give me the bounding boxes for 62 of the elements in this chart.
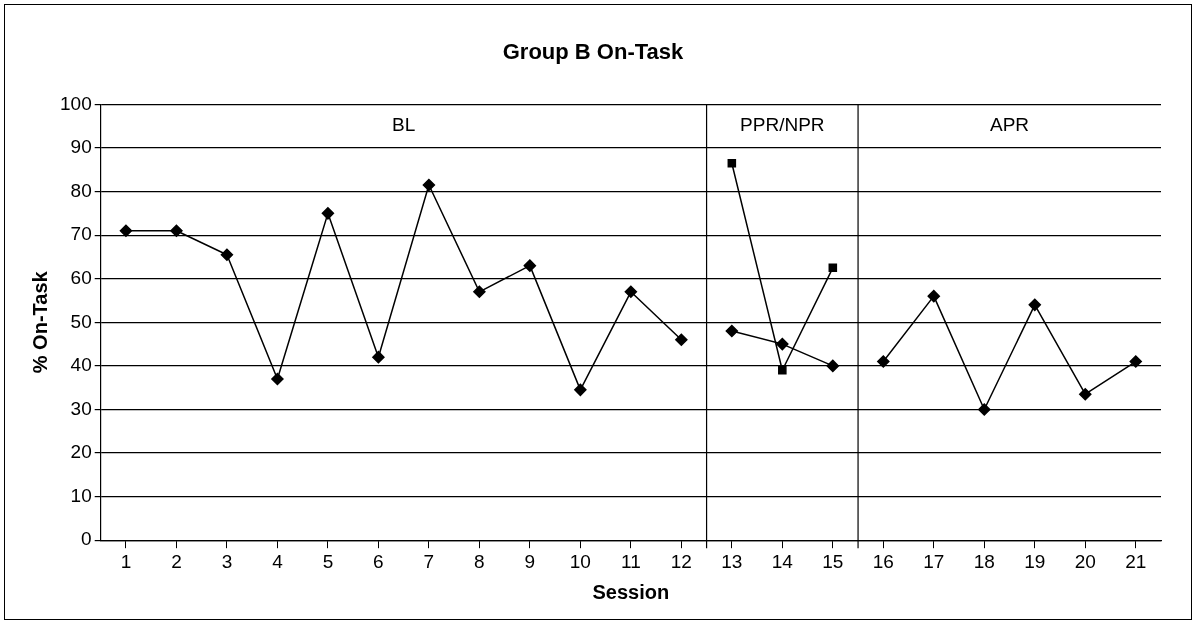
annotation: PPR/NPR	[740, 114, 825, 136]
point	[119, 224, 133, 238]
x-axis-title: Session	[592, 580, 670, 603]
y-axis-title: % On-Task	[28, 270, 51, 374]
x-tick-label: 14	[771, 550, 794, 572]
y-tick-label: 90	[70, 136, 92, 158]
y-tick-label: 100	[60, 92, 92, 114]
y-tick-label: 40	[70, 354, 92, 376]
point	[321, 207, 335, 220]
point	[828, 263, 838, 273]
x-tick-label: 5	[322, 550, 334, 572]
y-tick-label: 20	[70, 441, 92, 463]
point	[624, 285, 638, 299]
y-tick-label: 60	[70, 266, 92, 288]
x-tick-label: 13	[721, 550, 743, 572]
y-tick-label: 70	[70, 223, 92, 245]
x-tick-label: 12	[670, 550, 692, 572]
point	[826, 359, 840, 373]
point	[978, 403, 991, 416]
x-tick-label: 8	[474, 550, 485, 572]
x-tick-label: 15	[822, 550, 844, 572]
x-tick-label: 16	[872, 550, 894, 572]
point	[877, 355, 890, 368]
x-tick-label: 2	[171, 550, 182, 572]
point	[776, 337, 789, 351]
x-tick-label: 21	[1125, 550, 1147, 572]
point	[523, 259, 537, 272]
x-tick-label: 7	[423, 550, 435, 572]
point	[727, 158, 737, 168]
point	[220, 248, 234, 261]
point	[422, 178, 436, 192]
x-tick-label: 6	[373, 550, 384, 572]
point	[1129, 355, 1143, 368]
x-tick-label: 4	[272, 550, 284, 572]
point	[778, 365, 787, 375]
point	[927, 289, 941, 303]
y-tick-label: 30	[70, 397, 92, 419]
point	[1028, 298, 1042, 312]
y-tick-label: 10	[70, 484, 92, 506]
point	[372, 350, 385, 364]
annotation: APR	[989, 114, 1030, 136]
x-tick-label: 1	[120, 550, 132, 572]
point	[170, 224, 183, 238]
chart-title: Group B On-Task	[502, 39, 684, 65]
x-tick-label: 17	[923, 550, 945, 572]
y-tick-label: 0	[81, 528, 92, 550]
x-tick-label: 20	[1074, 550, 1096, 572]
x-tick-label: 11	[620, 550, 641, 572]
point	[675, 333, 688, 346]
x-tick-label: 3	[221, 550, 233, 572]
point	[574, 383, 587, 397]
y-tick-label: 50	[70, 310, 92, 332]
x-tick-label: 10	[569, 550, 591, 572]
point	[1079, 387, 1092, 401]
x-tick-label: 9	[524, 550, 536, 572]
x-tick-label: 18	[973, 550, 995, 572]
y-tick-label: 80	[70, 179, 92, 201]
annotation: BL	[392, 114, 416, 136]
point	[271, 372, 284, 386]
point	[725, 324, 739, 338]
point	[473, 285, 486, 299]
x-tick-label: 19	[1024, 550, 1046, 572]
